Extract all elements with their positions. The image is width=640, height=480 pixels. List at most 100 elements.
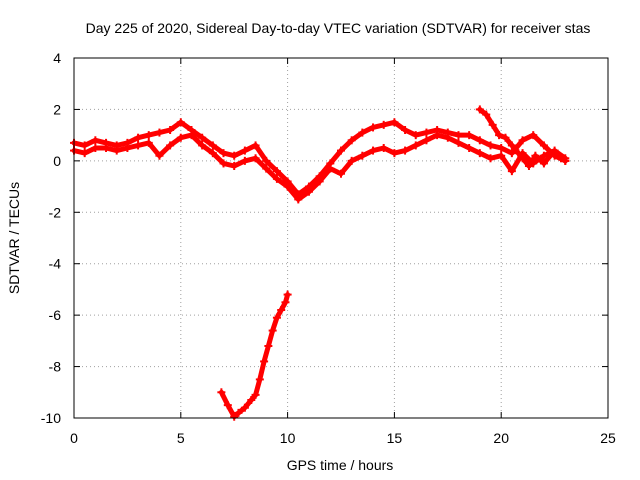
- data-point: [176, 133, 185, 142]
- data-point: [486, 154, 495, 163]
- data-point: [230, 162, 239, 170]
- data-point: [277, 306, 286, 314]
- data-point: [315, 177, 324, 186]
- data-point: [422, 128, 431, 137]
- data-point: [548, 149, 557, 158]
- data-point: [475, 105, 484, 114]
- data-point: [482, 110, 491, 119]
- data-point: [166, 141, 175, 150]
- data-point: [488, 120, 497, 129]
- data-point: [155, 151, 164, 160]
- data-point: [251, 390, 260, 399]
- data-point: [465, 131, 474, 140]
- data-point: [91, 136, 100, 145]
- data-point: [497, 144, 506, 152]
- data-point: [223, 401, 232, 410]
- data-point: [524, 162, 533, 170]
- plot-frame: [73, 57, 609, 419]
- data-point: [433, 131, 442, 140]
- data-point: [251, 141, 260, 150]
- data-point: [531, 151, 540, 160]
- data-point: [123, 144, 132, 152]
- data-point: [272, 174, 281, 183]
- data-point: [102, 144, 111, 152]
- data-point: [369, 123, 378, 132]
- data-point: [294, 195, 303, 204]
- data-point: [411, 131, 420, 140]
- data-point: [347, 156, 356, 165]
- data-point: [369, 146, 378, 155]
- data-point: [219, 159, 228, 168]
- data-point: [465, 144, 474, 152]
- data-point: [411, 141, 420, 150]
- y-tick-label: -8: [49, 359, 62, 375]
- data-point: [272, 313, 281, 322]
- grid: [74, 58, 608, 418]
- y-tick-label: -6: [49, 307, 62, 323]
- data-point: [561, 156, 570, 165]
- data-point: [475, 149, 484, 158]
- data-point: [390, 118, 399, 127]
- data-point: [401, 126, 410, 134]
- data-point: [176, 118, 185, 127]
- data-point: [401, 146, 410, 155]
- series-line-4: [218, 292, 291, 420]
- data-point: [337, 169, 345, 178]
- data-point: [454, 138, 463, 147]
- data-point: [475, 136, 484, 145]
- data-point: [219, 149, 228, 158]
- x-tick-label: 20: [493, 430, 509, 446]
- data-point: [230, 151, 239, 160]
- data-point: [529, 131, 538, 140]
- data-point: [166, 126, 175, 134]
- y-tick-label: -4: [49, 256, 62, 272]
- data-point: [144, 131, 153, 140]
- data-point: [187, 131, 196, 140]
- data-point: [390, 149, 399, 158]
- y-axis-label: SDTVAR / TECUs: [6, 182, 22, 294]
- data-point: [497, 151, 506, 160]
- data-point: [240, 146, 249, 155]
- data-point: [514, 149, 523, 158]
- y-tick-label: -10: [41, 410, 61, 426]
- data-point: [304, 187, 313, 196]
- y-tick-label: 4: [53, 50, 61, 66]
- data-point: [337, 146, 345, 155]
- data-point: [507, 167, 516, 176]
- data-point: [486, 141, 495, 150]
- data-point: [501, 133, 510, 142]
- chart-title: Day 225 of 2020, Sidereal Day-to-day VTE…: [86, 20, 591, 36]
- data-point: [495, 131, 504, 140]
- data-point: [134, 141, 143, 150]
- data-point: [422, 136, 431, 145]
- data-point: [80, 149, 89, 158]
- data-point: [539, 141, 548, 150]
- data-point: [112, 146, 121, 155]
- data-point: [247, 396, 256, 404]
- data-point: [326, 164, 335, 173]
- data-point: [80, 141, 89, 150]
- x-axis-label: GPS time / hours: [287, 457, 394, 473]
- data-point: [134, 133, 143, 142]
- data-point: [262, 156, 271, 165]
- x-tick-label: 25: [600, 430, 616, 446]
- data-point: [518, 136, 527, 145]
- plot-area: [70, 105, 570, 421]
- series-line-3: [477, 106, 568, 169]
- data-point: [268, 326, 277, 335]
- data-point: [272, 167, 281, 176]
- data-point: [155, 128, 164, 137]
- data-point: [518, 154, 527, 163]
- data-point: [283, 290, 292, 299]
- data-point: [208, 149, 217, 158]
- data-point: [539, 151, 548, 160]
- y-tick-label: -2: [49, 204, 62, 220]
- x-tick-label: 15: [387, 430, 403, 446]
- data-point: [198, 141, 207, 150]
- data-point: [91, 144, 100, 152]
- data-point: [217, 388, 226, 397]
- data-point: [240, 156, 249, 165]
- y-tick-label: 2: [53, 101, 61, 117]
